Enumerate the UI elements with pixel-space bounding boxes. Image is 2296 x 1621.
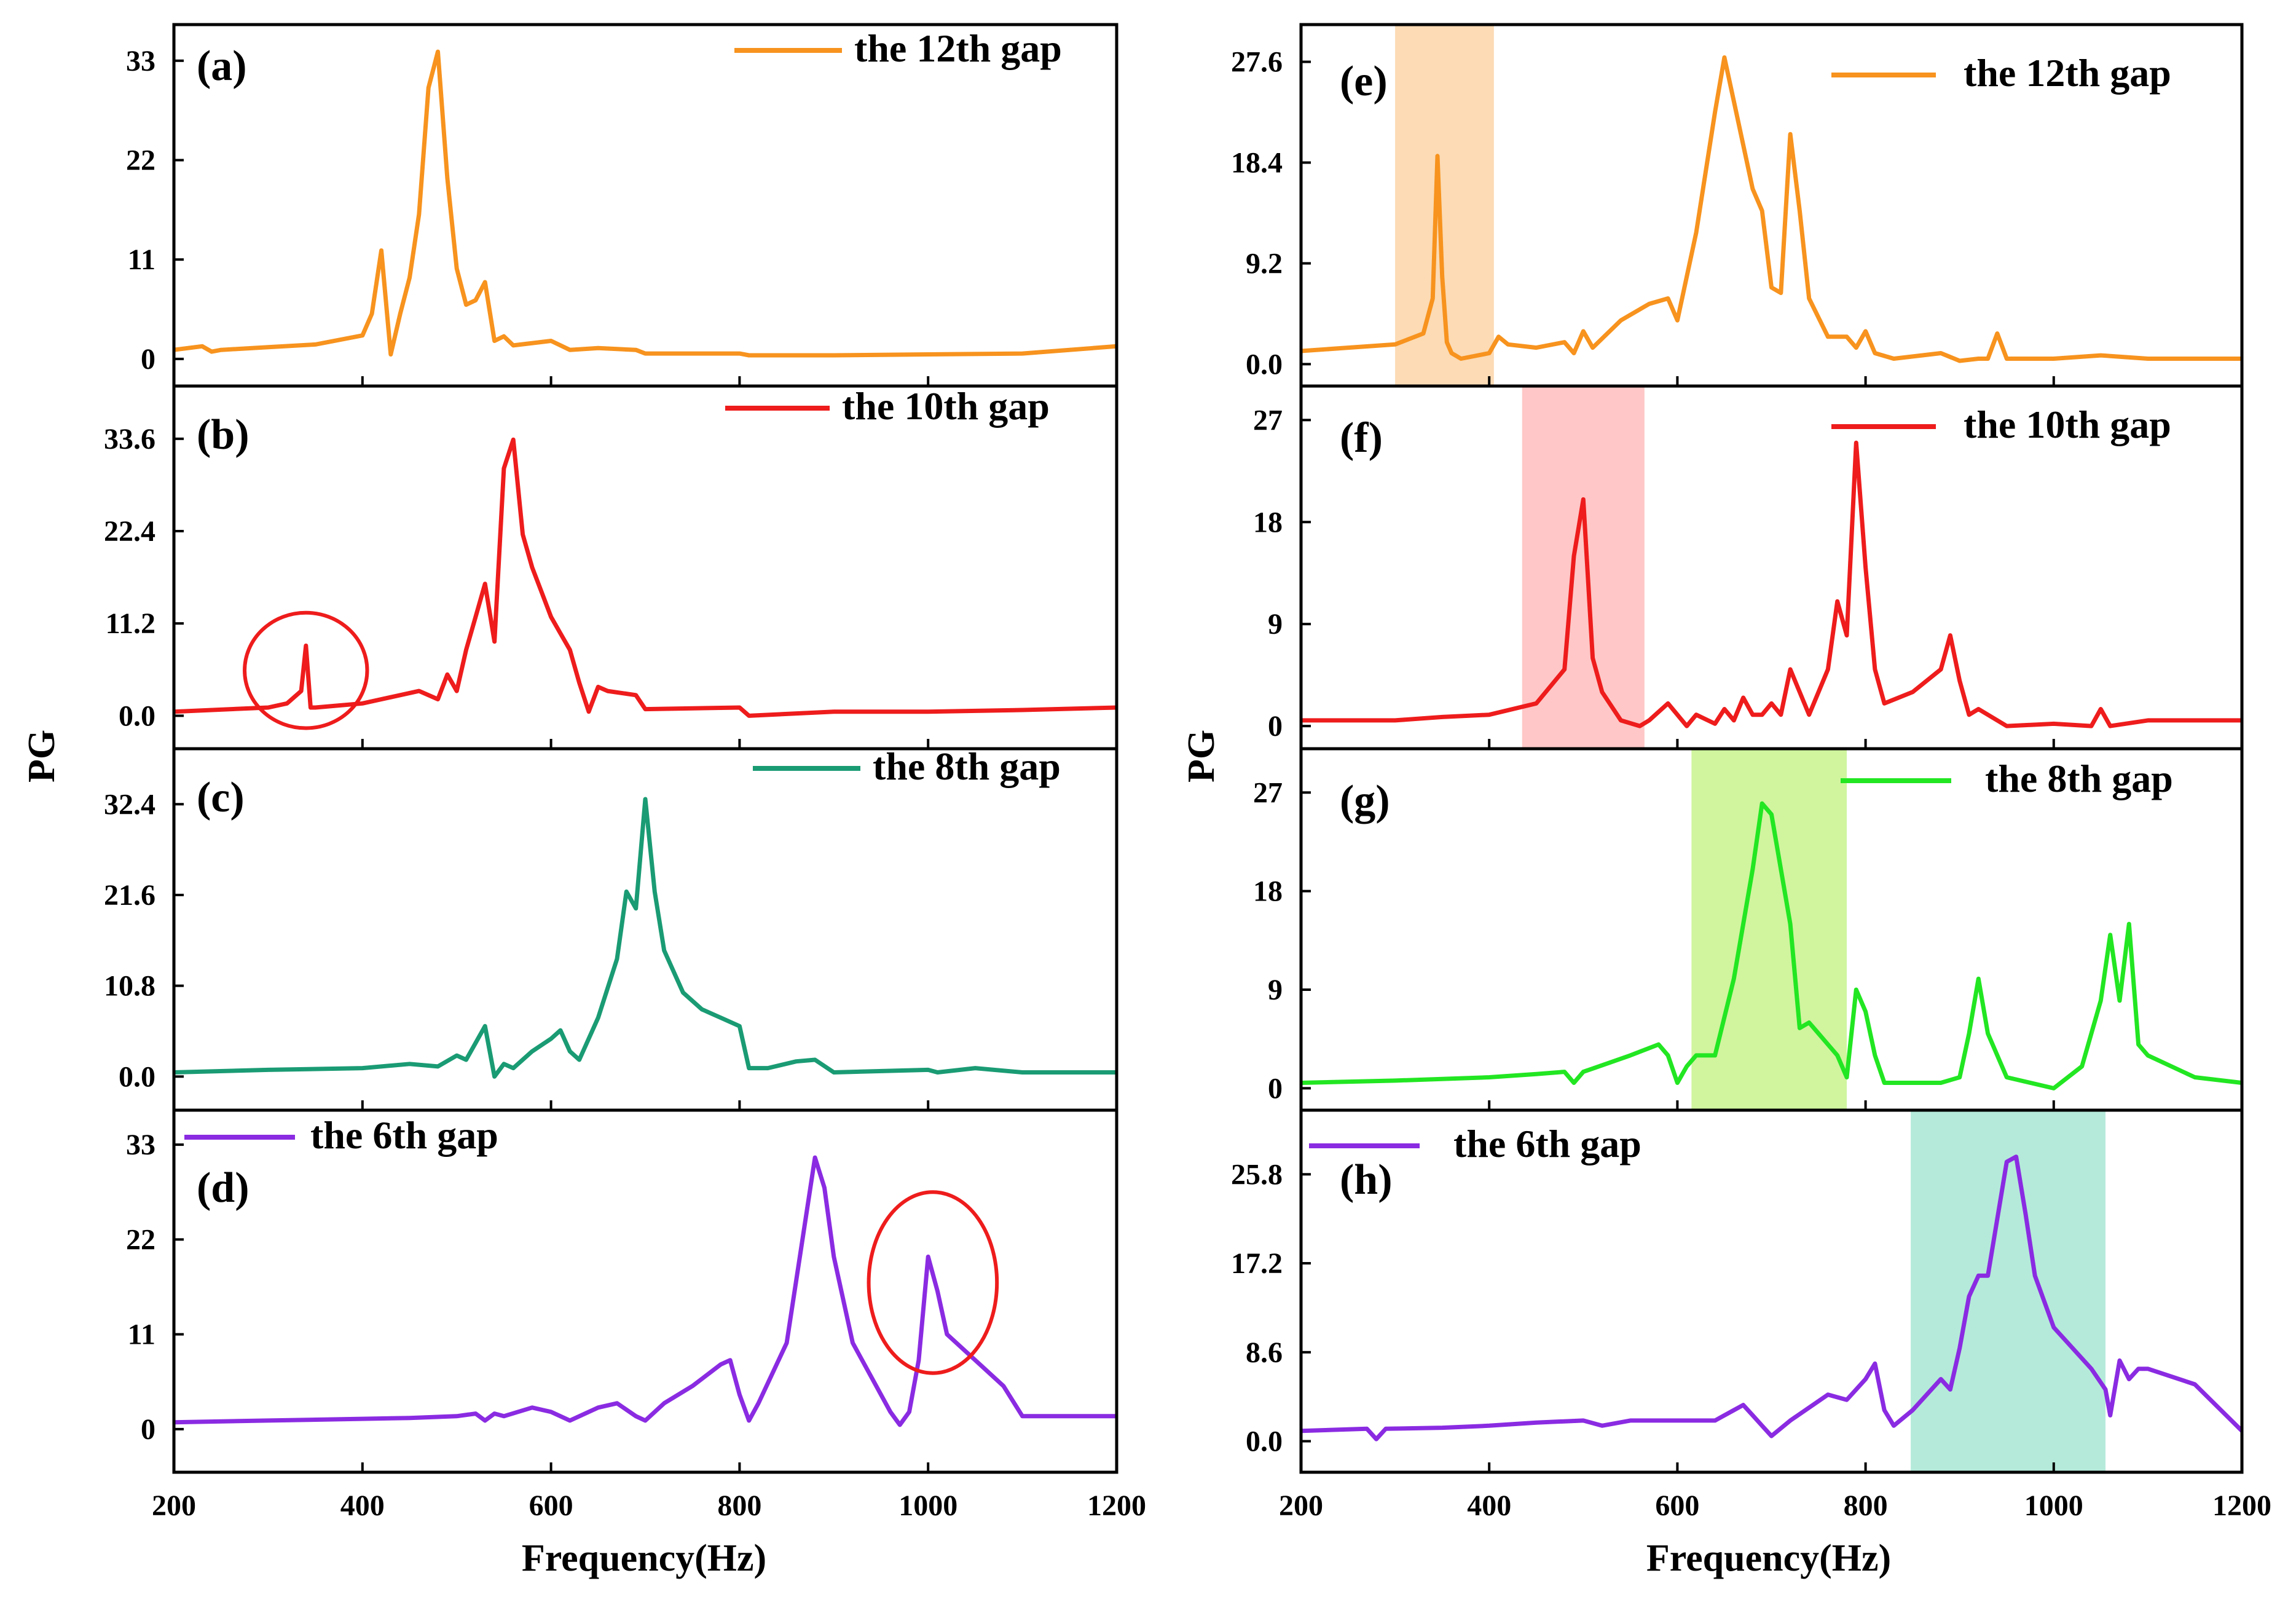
legend-label-d: the 6th gap (310, 1113, 498, 1157)
panel-tag-h: (h) (1340, 1156, 1393, 1204)
y-tick-label-c: 32.4 (104, 788, 155, 821)
y-tick-label-b: 11.2 (106, 607, 155, 640)
y-tick-label-h: 25.8 (1231, 1158, 1283, 1191)
plot-frame-h (1299, 1108, 2244, 1474)
y-tick-label-f: 18 (1253, 506, 1283, 538)
y-tick-label-a: 22 (126, 144, 155, 177)
y-tick-label-d: 11 (128, 1319, 155, 1351)
plot-frame-b (172, 384, 1119, 751)
y-tick-label-f: 27 (1253, 404, 1283, 436)
series-line-h (1301, 1154, 2242, 1442)
y-tick-label-e: 27.6 (1231, 46, 1283, 79)
y-tick-label-c: 21.6 (104, 879, 155, 912)
panel-h: 0.0 8.6 17.2 25.8 200 400 600 800 1000 1200 the 6t… (1231, 1108, 2271, 1522)
y-tick-label-g: 18 (1253, 875, 1283, 908)
y-tick-label-e: 18.4 (1231, 147, 1283, 179)
panel-g: 0 9 18 27 the 8th gap (g) (1253, 747, 2244, 1112)
x-tick-label-d: 1200 (1087, 1489, 1146, 1522)
y-tick-label-d: 22 (126, 1223, 155, 1256)
y-tick-label-a: 33 (126, 45, 155, 77)
x-tick-label-h: 1200 (2212, 1489, 2271, 1522)
legend-label-g: the 8th gap (1985, 757, 2173, 800)
band-gap-region-f (1522, 386, 1645, 749)
y-tick-label-d: 33 (126, 1129, 155, 1161)
x-tick-label-d: 800 (717, 1489, 761, 1522)
right-x-axis-title: Frequency(Hz) (1646, 1537, 1891, 1579)
y-tick-label-g: 9 (1268, 974, 1283, 1006)
x-tick-label-d: 600 (529, 1489, 573, 1522)
y-tick-label-f: 0 (1268, 710, 1283, 743)
band-gap-region-h (1911, 1110, 2106, 1472)
x-tick-label-d: 1000 (898, 1489, 957, 1522)
series-line-e (1301, 55, 2242, 363)
highlight-circle-b (243, 610, 369, 730)
y-tick-label-b: 22.4 (104, 515, 155, 548)
legend-label-h: the 6th gap (1453, 1122, 1641, 1165)
panel-d: 0 11 22 33 200 400 600 800 1000 1200 the 6th gap (d… (126, 1108, 1146, 1522)
y-tick-label-g: 0 (1268, 1072, 1283, 1105)
y-tick-label-h: 17.2 (1231, 1247, 1283, 1280)
panel-b: 0.0 11.2 22.4 33.6 the 10th gap (b) (104, 384, 1119, 751)
panel-tag-f: (f) (1340, 414, 1383, 462)
panel-tag-b: (b) (197, 411, 250, 459)
panel-tag-a: (a) (197, 42, 247, 90)
panels: 0 11 22 33 the 12th gap (a) 0.0 11.2 22.4 33.6 the… (104, 23, 2271, 1522)
series-line-c (174, 797, 1117, 1079)
y-tick-label-a: 0 (141, 343, 155, 376)
legend-label-f: the 10th gap (1964, 403, 2171, 446)
panel-tag-g: (g) (1340, 777, 1390, 824)
y-tick-label-f: 9 (1268, 608, 1283, 641)
highlight-circle-d (867, 1190, 999, 1375)
panel-tag-e: (e) (1340, 58, 1388, 105)
x-tick-label-d: 200 (152, 1489, 196, 1522)
series-line-a (174, 49, 1117, 358)
y-tick-label-h: 8.6 (1246, 1336, 1283, 1369)
y-tick-label-b: 33.6 (104, 423, 155, 456)
series-line-d (174, 1155, 1117, 1427)
y-tick-label-c: 10.8 (104, 970, 155, 1003)
legend-label-e: the 12th gap (1964, 51, 2171, 95)
y-tick-label-a: 11 (128, 243, 155, 276)
x-tick-label-d: 400 (340, 1489, 385, 1522)
x-tick-label-h: 1000 (2024, 1489, 2083, 1522)
y-tick-label-b: 0.0 (119, 700, 155, 732)
y-tick-label-h: 0.0 (1246, 1426, 1283, 1458)
left-y-axis-title: PG (21, 730, 63, 783)
legend-label-a: the 12th gap (854, 26, 1062, 70)
series-line-b (174, 437, 1117, 718)
panel-tag-d: (d) (197, 1164, 250, 1212)
plot-frame-a (172, 23, 1119, 388)
y-tick-label-e: 0.0 (1246, 348, 1283, 381)
plot-frame-d (172, 1108, 1119, 1474)
panel-tag-c: (c) (197, 774, 245, 821)
x-tick-label-h: 600 (1655, 1489, 1699, 1522)
right-y-axis-title: PG (1181, 730, 1222, 783)
panel-e: 0.0 9.2 18.4 27.6 the 12th gap (e) (1231, 23, 2244, 388)
y-tick-label-g: 27 (1253, 776, 1283, 809)
legend-label-c: the 8th gap (873, 744, 1061, 788)
x-tick-label-h: 200 (1279, 1489, 1323, 1522)
y-tick-label-c: 0.0 (119, 1060, 155, 1093)
panel-f: 0 9 18 27 the 10th gap (f) (1253, 384, 2244, 751)
y-tick-label-d: 0 (141, 1413, 155, 1446)
x-tick-label-h: 400 (1467, 1489, 1511, 1522)
panel-a: 0 11 22 33 the 12th gap (a) (126, 23, 1119, 388)
series-line-f (1301, 440, 2242, 728)
legend-label-b: the 10th gap (842, 384, 1050, 428)
left-x-axis-title: Frequency(Hz) (522, 1537, 766, 1579)
y-tick-label-e: 9.2 (1246, 247, 1283, 280)
panel-c: 0.0 10.8 21.6 32.4 the 8th gap (c) (104, 744, 1119, 1112)
x-tick-label-h: 800 (1844, 1489, 1888, 1522)
series-line-g (1301, 801, 2242, 1091)
